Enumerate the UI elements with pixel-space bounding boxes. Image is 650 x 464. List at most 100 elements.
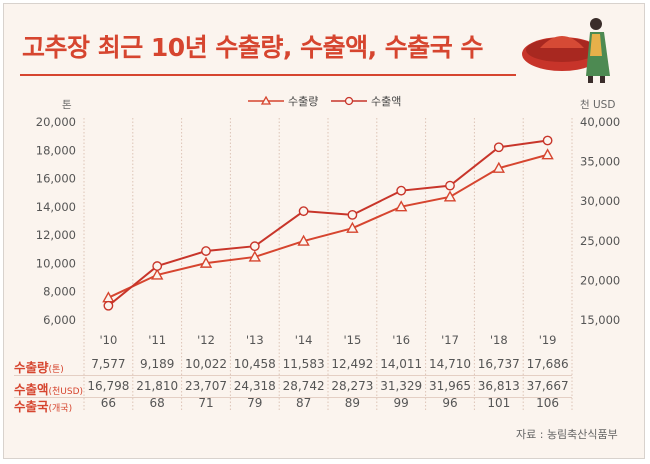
right-axis-tick-label: 35,000 xyxy=(580,155,620,169)
table-cell: 12,492 xyxy=(331,357,374,371)
table-cell: 14,011 xyxy=(380,357,423,371)
title-underline xyxy=(20,74,516,76)
table-cell: 17,686 xyxy=(526,357,569,371)
value-point-marker xyxy=(396,185,407,196)
value-point-marker xyxy=(445,180,455,191)
right-axis-tick-label: 30,000 xyxy=(580,194,620,208)
table-cell: 36,813 xyxy=(477,379,520,393)
source-note: 자료 : 농림축산식품부 xyxy=(516,428,618,441)
table-cell: 79 xyxy=(247,396,263,410)
table-cell: 14,710 xyxy=(429,357,471,371)
table-cell: 24,318 xyxy=(233,379,276,393)
page-title: 고추장 최근 10년 수출량, 수출액, 수출국 수 xyxy=(22,33,484,62)
value-point-marker xyxy=(347,209,358,220)
table-cell: 68 xyxy=(149,396,165,410)
value-point-marker xyxy=(201,246,211,256)
table-cell: 101 xyxy=(487,396,511,410)
left-axis-unit: 톤 xyxy=(62,99,72,111)
gochujang-paste-icon xyxy=(540,36,584,48)
table-cell: 11,583 xyxy=(282,357,325,371)
table-cell: 10,022 xyxy=(185,357,227,371)
right-axis-tick-label: 20,000 xyxy=(580,273,620,287)
table-cell: 21,810 xyxy=(136,379,179,393)
table-cell: 23,707 xyxy=(185,379,227,393)
left-axis-tick-label: 6,000 xyxy=(43,313,76,327)
value-point-marker xyxy=(493,142,504,153)
row-separator xyxy=(14,375,572,376)
table-cell: 106 xyxy=(536,396,560,410)
value-point-marker xyxy=(249,241,260,252)
right-axis-unit: 천 USD xyxy=(580,99,615,111)
legend-label-volume: 수출량 xyxy=(288,95,318,108)
table-cell: 10,458 xyxy=(233,357,276,371)
table-cell: 99 xyxy=(393,396,409,410)
table-cell: 96 xyxy=(442,396,458,410)
value-point-marker xyxy=(103,300,114,311)
left-axis-tick-label: 10,000 xyxy=(36,256,76,270)
right-axis-tick-label: 15,000 xyxy=(580,313,620,327)
volume-point-marker xyxy=(492,161,505,173)
legend-triangle-icon xyxy=(260,95,272,105)
table-cell: 9,189 xyxy=(140,357,175,371)
table-row-volume: 수출량(톤) 7,577 9,189 10,022 10,458 11,583 12,49… xyxy=(14,357,634,375)
volume-point-marker xyxy=(395,200,408,212)
x-axis-tick-label: '10 xyxy=(100,333,118,347)
table-cell: 71 xyxy=(198,396,214,410)
table-cell: 37,667 xyxy=(526,379,569,393)
x-axis-tick-label: '18 xyxy=(490,333,508,347)
left-axis-tick-label: 16,000 xyxy=(36,172,76,186)
volume-point-marker xyxy=(199,256,213,268)
row-label-volume: 수출량(톤) xyxy=(14,360,64,375)
series-line-volume xyxy=(107,153,548,299)
x-axis-tick-label: '13 xyxy=(246,333,264,347)
x-axis-tick-label: '11 xyxy=(148,333,166,347)
table-cell: 7,577 xyxy=(91,357,126,371)
table-cell: 28,742 xyxy=(282,379,325,393)
chart-legend: 수출량 수출액 xyxy=(248,95,401,108)
table-cell: 16,798 xyxy=(87,379,130,393)
person-head-icon xyxy=(590,18,602,30)
right-axis-tick-label: 25,000 xyxy=(580,234,620,248)
volume-point-marker xyxy=(443,190,457,202)
table-cell: 66 xyxy=(100,396,117,410)
volume-point-marker xyxy=(248,250,261,262)
person-leg-right-icon xyxy=(600,76,605,83)
value-point-marker xyxy=(298,206,309,217)
gochujang-bowl-illustration xyxy=(522,18,610,83)
left-axis-tick-label: 14,000 xyxy=(36,200,76,214)
person-leg-left-icon xyxy=(588,76,593,83)
x-axis-tick-label: '16 xyxy=(392,333,410,347)
table-cell: 89 xyxy=(344,396,361,410)
x-axis-tick-label: '12 xyxy=(197,333,215,347)
value-point-marker xyxy=(152,261,163,271)
x-axis-tick-label: '19 xyxy=(539,333,557,347)
x-axis-tick-label: '14 xyxy=(295,333,313,347)
infographic-frame xyxy=(3,3,645,459)
volume-point-marker xyxy=(346,221,359,233)
bowl-inner-icon xyxy=(526,38,598,62)
table-row-value: 수출액(천USD) 16,798 21,810 23,707 24,318 28,742… xyxy=(14,379,634,397)
volume-point-marker xyxy=(102,291,115,303)
row-separator xyxy=(14,397,572,398)
left-axis-tick-label: 18,000 xyxy=(36,143,76,157)
volume-point-marker xyxy=(297,234,310,246)
table-row-countries: 수출국(개국) 66 68 71 79 87 89 99 96 101 106 xyxy=(14,396,634,414)
value-point-marker xyxy=(542,135,553,146)
person-apron-icon xyxy=(590,34,602,56)
x-axis-tick-label: '15 xyxy=(344,333,362,347)
table-cell: 16,737 xyxy=(477,357,520,371)
legend-circle-icon xyxy=(344,96,354,106)
right-axis-tick-label: 40,000 xyxy=(580,115,620,129)
table-cell: 28,273 xyxy=(331,379,374,393)
table-cell: 87 xyxy=(295,396,312,410)
left-axis-tick-label: 12,000 xyxy=(36,228,76,242)
table-cell: 31,965 xyxy=(429,379,471,393)
row-label-value: 수출액(천USD) xyxy=(14,382,84,397)
volume-point-marker xyxy=(151,268,164,280)
legend-label-value: 수출액 xyxy=(371,95,401,108)
volume-point-marker xyxy=(541,148,554,160)
left-axis-tick-label: 8,000 xyxy=(43,285,76,299)
table-cell: 31,329 xyxy=(380,379,423,393)
series-line-value xyxy=(107,139,548,307)
